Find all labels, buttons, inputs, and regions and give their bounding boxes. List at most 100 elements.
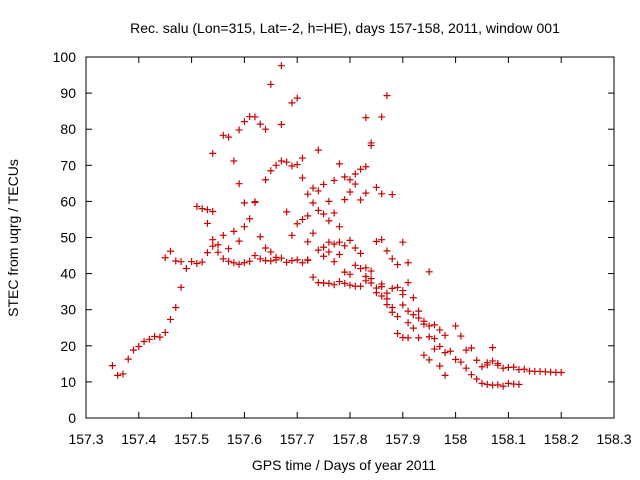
data-point xyxy=(262,125,270,133)
data-point xyxy=(135,343,143,351)
data-point xyxy=(404,259,412,267)
data-point xyxy=(494,381,502,389)
data-point xyxy=(362,163,370,171)
data-point xyxy=(394,313,402,321)
data-point xyxy=(219,255,227,263)
data-point xyxy=(409,311,417,319)
data-point xyxy=(193,259,201,267)
data-point xyxy=(425,268,433,276)
data-point xyxy=(283,258,291,266)
data-point xyxy=(267,257,275,265)
data-point xyxy=(441,371,449,379)
data-point xyxy=(203,219,211,227)
data-point xyxy=(145,335,153,343)
data-point xyxy=(388,255,396,263)
data-point xyxy=(425,356,433,364)
data-point xyxy=(277,121,285,129)
y-tick-label: 80 xyxy=(60,121,76,137)
data-point xyxy=(235,237,243,245)
x-tick-label: 158.1 xyxy=(491,431,526,447)
data-point xyxy=(372,237,380,245)
data-point xyxy=(156,333,164,341)
data-point xyxy=(378,113,386,121)
data-point xyxy=(219,231,227,239)
data-point xyxy=(251,113,259,121)
data-point xyxy=(404,334,412,342)
data-point xyxy=(277,157,285,165)
data-point xyxy=(346,281,354,289)
data-point xyxy=(346,236,354,244)
data-point xyxy=(314,246,322,254)
data-point xyxy=(362,114,370,122)
data-point xyxy=(462,364,470,372)
y-tick-label: 70 xyxy=(60,157,76,173)
data-point xyxy=(378,190,386,198)
data-point xyxy=(325,279,333,287)
x-tick-label: 157.4 xyxy=(121,431,156,447)
x-tick-label: 158.2 xyxy=(544,431,579,447)
data-point xyxy=(240,118,248,126)
x-tick-label: 157.3 xyxy=(68,431,103,447)
y-tick-label: 40 xyxy=(60,266,76,282)
data-point xyxy=(436,326,444,334)
data-point xyxy=(119,370,127,378)
y-tick-label: 10 xyxy=(60,374,76,390)
data-point xyxy=(230,259,238,267)
data-point xyxy=(367,275,375,283)
data-point xyxy=(225,245,233,253)
data-point xyxy=(298,174,306,182)
data-point xyxy=(520,365,528,373)
data-point xyxy=(425,322,433,330)
data-point xyxy=(198,205,206,213)
data-point xyxy=(320,243,328,251)
data-point xyxy=(457,358,465,366)
data-point xyxy=(240,223,248,231)
data-point xyxy=(351,170,359,178)
data-point xyxy=(203,249,211,257)
x-tick-label: 157.8 xyxy=(332,431,367,447)
data-point xyxy=(240,259,248,267)
data-point xyxy=(351,180,359,188)
data-point xyxy=(473,356,481,364)
y-tick-label: 60 xyxy=(60,193,76,209)
data-point xyxy=(298,154,306,162)
data-point xyxy=(394,330,402,338)
data-point xyxy=(251,252,259,260)
data-point xyxy=(262,176,270,184)
data-point xyxy=(330,258,338,266)
data-point xyxy=(283,208,291,216)
data-point xyxy=(430,335,438,343)
data-point xyxy=(441,331,449,339)
data-point xyxy=(293,256,301,264)
data-point xyxy=(483,380,491,388)
x-axis: 157.3 157.4 157.5 157.6 157.7 157.8 157.9 158 15… xyxy=(68,57,632,447)
data-point xyxy=(372,289,380,297)
data-point xyxy=(320,180,328,188)
data-point xyxy=(293,94,301,102)
x-tick-label: 158.3 xyxy=(596,431,631,447)
data-point xyxy=(351,244,359,252)
data-point xyxy=(304,212,312,220)
data-point xyxy=(415,314,423,322)
data-point xyxy=(251,198,259,206)
data-point xyxy=(394,261,402,269)
data-point xyxy=(467,371,475,379)
data-point xyxy=(225,133,233,141)
data-point xyxy=(399,291,407,299)
data-point xyxy=(203,206,211,214)
data-point xyxy=(378,292,386,300)
data-point xyxy=(341,279,349,287)
data-point xyxy=(499,364,507,372)
data-point xyxy=(140,337,148,345)
data-point xyxy=(341,242,349,250)
data-points xyxy=(108,62,565,390)
data-point xyxy=(341,196,349,204)
data-point xyxy=(214,248,222,256)
data-point xyxy=(230,227,238,235)
data-point xyxy=(288,162,296,170)
data-point xyxy=(436,362,444,370)
data-point xyxy=(225,257,233,265)
data-point xyxy=(325,238,333,246)
data-point xyxy=(388,284,396,292)
